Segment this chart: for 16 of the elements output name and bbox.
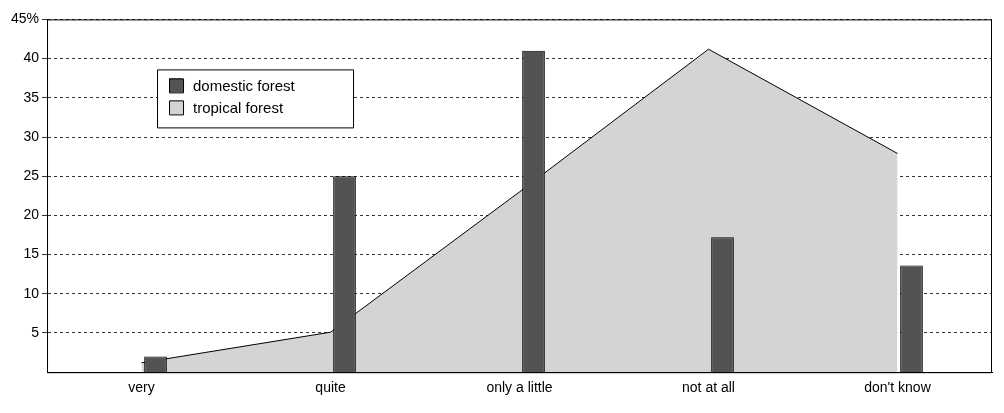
x-tick-label: very xyxy=(128,379,155,396)
y-tick-label: 10 xyxy=(23,284,40,301)
x-tick-label: not at all xyxy=(682,379,735,396)
x-tick-label: don't know xyxy=(864,379,932,396)
y-tick-label: 45% xyxy=(10,10,40,27)
legend-label: domestic forest xyxy=(193,76,296,94)
y-tick-label: 25 xyxy=(23,167,40,184)
y-tick-label: 40 xyxy=(23,49,40,66)
y-tick-label: 20 xyxy=(23,206,40,223)
x-tick-label: quite xyxy=(315,379,346,396)
y-tick-label: 35 xyxy=(23,88,40,105)
y-tick-label: 15 xyxy=(23,245,40,262)
legend-label: tropical forest xyxy=(193,98,284,116)
y-tick-label: 30 xyxy=(23,127,40,144)
x-tick-label: only a little xyxy=(486,379,553,396)
y-tick-label: 5 xyxy=(31,323,40,340)
